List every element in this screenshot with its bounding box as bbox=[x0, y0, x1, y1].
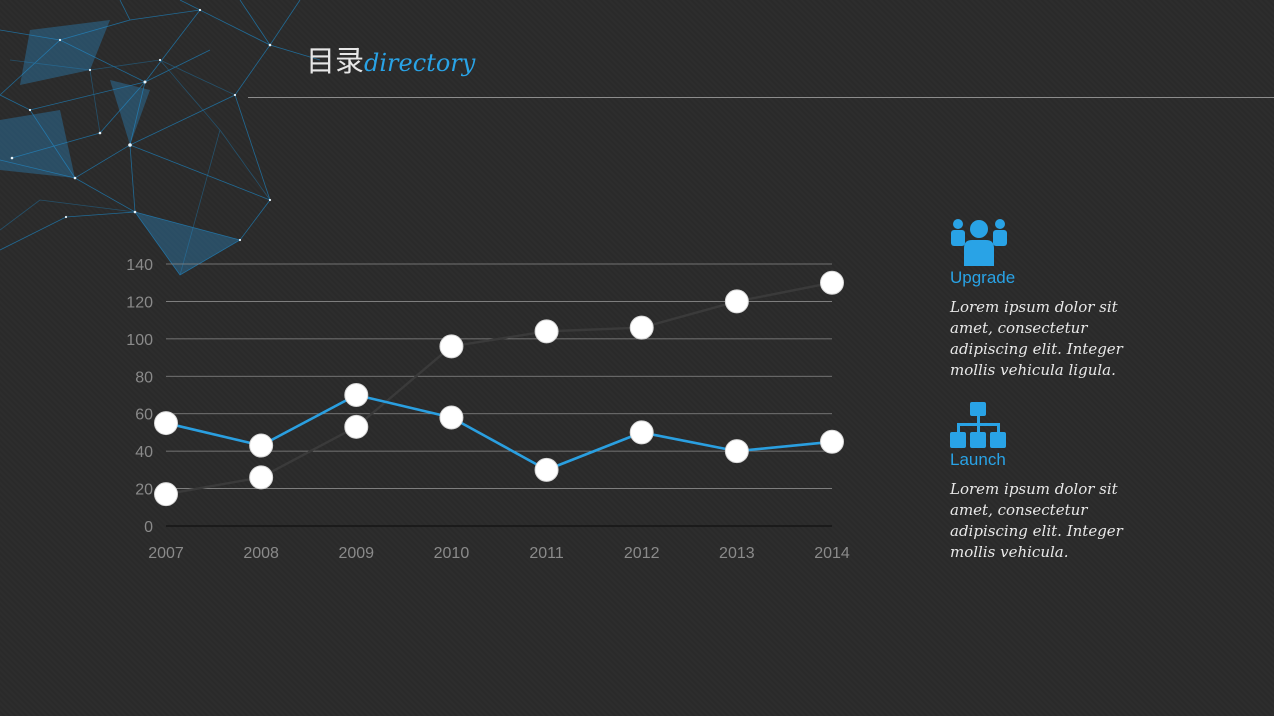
panel-title: Upgrade bbox=[950, 268, 1016, 287]
series-line-1 bbox=[165, 393, 833, 472]
team-icon bbox=[951, 219, 1007, 266]
data-point-series-2 bbox=[629, 315, 654, 340]
x-tick-label: 2008 bbox=[243, 545, 279, 562]
y-tick-label: 40 bbox=[135, 444, 153, 461]
x-tick-label: 2011 bbox=[529, 545, 564, 562]
y-tick-label: 60 bbox=[135, 407, 153, 424]
title-chinese: 目录 bbox=[306, 44, 365, 78]
y-tick-label: 0 bbox=[144, 519, 153, 536]
y-tick-label: 100 bbox=[126, 332, 153, 349]
title-english: directory bbox=[364, 49, 476, 77]
data-point-series-2 bbox=[154, 482, 178, 507]
panel-body: Lorem ipsum dolor sit amet, consectetur … bbox=[950, 298, 1123, 379]
data-point-series-2 bbox=[344, 414, 369, 439]
data-point-series-1 bbox=[724, 439, 749, 464]
line-chart: 0 20 40 60 80 100 120 140 2007 2008 2009 2010 2011 20… bbox=[126, 257, 850, 562]
x-tick-label: 2007 bbox=[148, 545, 184, 562]
data-point-series-1 bbox=[629, 420, 654, 445]
panel-title: Launch bbox=[950, 450, 1006, 469]
network-decoration bbox=[0, 0, 321, 276]
hierarchy-icon bbox=[950, 402, 1006, 448]
data-point-series-1 bbox=[344, 383, 369, 407]
data-point-series-1 bbox=[154, 411, 178, 436]
data-point-series-2 bbox=[534, 319, 559, 344]
title-divider bbox=[248, 97, 1274, 98]
panel-launch: Launch Lorem ipsum dolor sit amet, conse… bbox=[950, 402, 1190, 563]
y-tick-label: 20 bbox=[135, 482, 153, 499]
y-tick-label: 80 bbox=[135, 369, 153, 386]
data-point-series-2 bbox=[724, 289, 749, 314]
data-point-series-1 bbox=[820, 429, 844, 454]
series-line-2 bbox=[165, 281, 833, 496]
x-tick-label: 2010 bbox=[434, 545, 470, 562]
panel-body: Lorem ipsum dolor sit amet, consectetur … bbox=[950, 480, 1123, 561]
y-tick-label: 140 bbox=[126, 257, 153, 274]
x-tick-label: 2014 bbox=[814, 545, 850, 562]
data-point-series-2 bbox=[439, 334, 464, 359]
panel-upgrade: Upgrade Lorem ipsum dolor sit amet, cons… bbox=[950, 218, 1190, 381]
data-point-series-1 bbox=[439, 405, 464, 430]
data-point-series-2 bbox=[249, 465, 274, 490]
y-tick-label: 120 bbox=[126, 294, 153, 311]
data-point-series-1 bbox=[249, 433, 274, 458]
page-title: 目录directory bbox=[306, 38, 475, 80]
data-point-series-1 bbox=[534, 457, 559, 482]
x-tick-label: 2012 bbox=[624, 545, 660, 562]
data-point-series-2 bbox=[820, 270, 844, 295]
x-tick-label: 2013 bbox=[719, 545, 755, 562]
x-tick-label: 2009 bbox=[338, 545, 374, 562]
